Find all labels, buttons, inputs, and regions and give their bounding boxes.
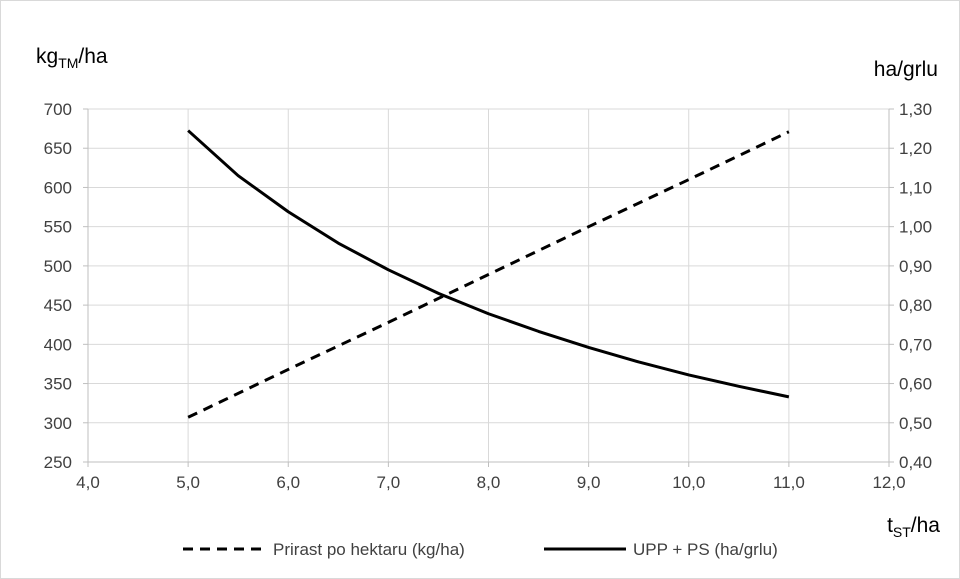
- y-left-tick-label: 350: [44, 375, 72, 394]
- y-left-tick-label: 700: [44, 100, 72, 119]
- y-axis-left-title-sub: TM: [58, 55, 78, 71]
- y-left-tick-label: 300: [44, 414, 72, 433]
- y-right-tick-label: 1,30: [899, 100, 932, 119]
- legend: Prirast po hektaru (kg/ha) UPP + PS (ha/…: [183, 540, 778, 559]
- axes: 4,0 5,0 6,0 7,0 8,0 9,0 10,0 11,0 12,0 250 300 350 4…: [44, 100, 932, 492]
- x-tick-label: 4,0: [76, 473, 100, 492]
- y-right-tick-label: 0,70: [899, 335, 932, 354]
- y-left-tick-label: 450: [44, 296, 72, 315]
- x-tick-label: 11,0: [773, 473, 805, 492]
- x-tick-label: 8,0: [477, 473, 501, 492]
- legend-label-series-1: Prirast po hektaru (kg/ha): [273, 540, 465, 559]
- y-axis-left-title: kgTM/ha: [36, 45, 108, 71]
- y-left-tick-label: 550: [44, 218, 72, 237]
- gridlines: [88, 108, 890, 462]
- y-left-tick-label: 250: [44, 453, 72, 472]
- y-right-tick-label: 1,20: [899, 139, 932, 158]
- x-tick-label: 6,0: [276, 473, 300, 492]
- x-axis-title-rest: /ha: [911, 514, 941, 537]
- y-right-tick-label: 0,60: [899, 375, 932, 394]
- y-left-tick-label: 500: [44, 257, 72, 276]
- y-left-tick-label: 400: [44, 335, 72, 354]
- x-axis-title: tST/ha: [887, 514, 940, 540]
- y-right-tick-label: 1,10: [899, 178, 932, 197]
- series: [187, 129, 790, 419]
- x-tick-label: 5,0: [176, 473, 200, 492]
- x-tick-label: 7,0: [377, 473, 401, 492]
- x-axis-title-base: t: [887, 514, 893, 537]
- y-left-tick-label: 650: [44, 139, 72, 158]
- y-axis-right-title: ha/grlu: [874, 58, 938, 81]
- x-tick-label: 12,0: [872, 473, 905, 492]
- legend-label-series-2: UPP + PS (ha/grlu): [633, 540, 778, 559]
- y-right-tick-label: 0,40: [899, 453, 932, 472]
- x-axis-title-sub: ST: [893, 524, 911, 540]
- y-right-tick-label: 0,80: [899, 296, 932, 315]
- y-axis-left-title-base: kg: [36, 45, 58, 68]
- y-left-tick-label: 600: [44, 178, 72, 197]
- y-axis-left-title-rest: /ha: [78, 45, 108, 68]
- x-tick-label: 9,0: [577, 473, 601, 492]
- x-tick-label: 10,0: [672, 473, 705, 492]
- y-right-tick-label: 1,00: [899, 218, 932, 237]
- series-line-1: [187, 130, 790, 419]
- y-right-tick-label: 0,90: [899, 257, 932, 276]
- series-line-2: [187, 129, 790, 399]
- y-right-tick-label: 0,50: [899, 414, 932, 433]
